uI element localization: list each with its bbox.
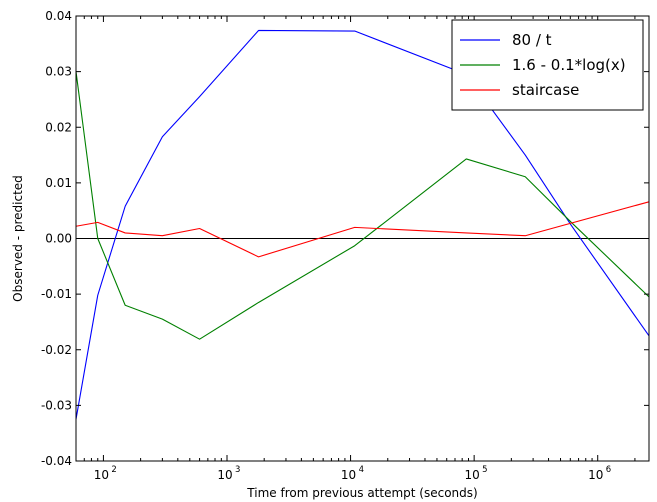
y-tick-label: -0.03 (41, 398, 72, 412)
x-tick-label: 10 (94, 468, 109, 482)
legend-label-1: 80 / t (512, 31, 552, 49)
y-axis-label: Observed - predicted (11, 175, 25, 302)
series-line-1 (75, 29, 650, 420)
legend-label-3: staircase (512, 81, 579, 99)
x-tick-label: 10 (588, 468, 603, 482)
x-tick-label: 10 (341, 468, 356, 482)
y-tick-label: 0.01 (45, 176, 72, 190)
y-tick-label: 0.03 (45, 65, 72, 79)
x-axis-label: Time from previous attempt (seconds) (246, 486, 477, 500)
y-tick-label: -0.02 (41, 343, 72, 357)
legend-box (451, 19, 644, 111)
y-tick-label: 0.02 (45, 120, 72, 134)
x-tick-label: 10 (465, 468, 480, 482)
legend-label-2: 1.6 - 0.1*log(x) (512, 56, 626, 74)
x-tick-label: 10 (217, 468, 232, 482)
y-tick-label: -0.04 (41, 454, 72, 468)
y-tick-label: 0.00 (45, 232, 72, 246)
x-tick-label-exponent: 6 (606, 465, 611, 475)
legend: 80 / t 1.6 - 0.1*log(x) staircase (451, 19, 644, 111)
series-line-2 (75, 71, 650, 340)
legend-entries: 80 / t 1.6 - 0.1*log(x) staircase (460, 31, 626, 99)
ticks-layer (75, 15, 649, 462)
series-line-3 (75, 201, 650, 258)
x-tick-label-exponent: 3 (235, 465, 240, 475)
series-layer (75, 29, 650, 420)
y-tick-label: -0.01 (41, 287, 72, 301)
x-tick-label-exponent: 2 (111, 465, 116, 475)
y-tick-label: 0.04 (45, 9, 72, 23)
tick-labels-layer: 0.04 0.03 0.02 0.01 0.00 -0.01 -0.02 -0.03 -0.04… (41, 9, 611, 482)
x-tick-label-exponent: 5 (482, 465, 487, 475)
x-tick-label-exponent: 4 (359, 465, 364, 475)
